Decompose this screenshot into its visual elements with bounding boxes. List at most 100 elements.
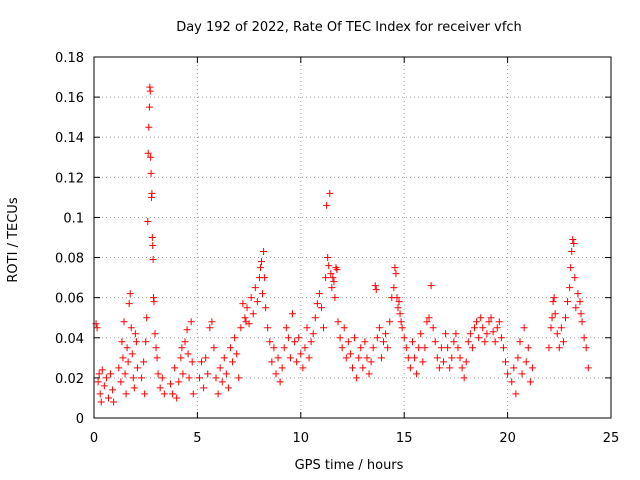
data-point — [127, 324, 135, 332]
data-point — [377, 354, 385, 362]
data-point — [336, 334, 344, 342]
data-point — [152, 344, 160, 352]
data-point — [574, 290, 582, 298]
data-point — [550, 294, 558, 302]
data-point — [413, 370, 421, 378]
data-point — [173, 394, 181, 402]
data-point — [564, 298, 572, 306]
data-point — [415, 344, 423, 352]
data-point — [396, 310, 404, 318]
data-point — [576, 298, 584, 306]
data-point — [175, 378, 183, 386]
y-tick-label: 0.02 — [55, 372, 84, 387]
data-point — [206, 324, 214, 332]
data-point — [216, 364, 224, 372]
data-point — [402, 344, 410, 352]
data-point — [551, 310, 559, 318]
data-point — [167, 380, 175, 388]
data-point — [229, 358, 237, 366]
data-point — [109, 386, 117, 394]
data-point — [450, 338, 458, 346]
data-point — [391, 264, 399, 272]
data-point — [299, 364, 307, 372]
data-point — [200, 384, 208, 392]
data-point — [249, 310, 257, 318]
data-point — [346, 350, 354, 358]
data-point — [578, 318, 586, 326]
chart-title: Day 192 of 2022, Rate Of TEC Index for r… — [176, 20, 522, 35]
data-point — [146, 87, 154, 95]
data-point — [497, 334, 505, 342]
data-point — [177, 354, 185, 362]
data-point — [93, 324, 101, 332]
data-point — [512, 390, 520, 398]
data-point — [495, 318, 503, 326]
data-point — [499, 344, 507, 352]
data-point — [119, 354, 127, 362]
data-point — [179, 370, 187, 378]
data-point — [456, 354, 464, 362]
data-point — [510, 364, 518, 372]
data-point — [303, 324, 311, 332]
data-point — [289, 310, 297, 318]
data-point — [188, 358, 196, 366]
data-point — [245, 320, 253, 328]
data-point — [384, 344, 392, 352]
data-point — [189, 390, 197, 398]
data-point — [464, 338, 472, 346]
data-point — [317, 304, 325, 312]
data-point — [291, 338, 299, 346]
data-point — [301, 344, 309, 352]
data-point — [493, 324, 501, 332]
data-point — [448, 354, 456, 362]
data-point — [214, 390, 222, 398]
data-point — [258, 258, 266, 266]
data-point — [233, 350, 241, 358]
data-point — [344, 338, 352, 346]
data-point — [154, 370, 162, 378]
data-point — [446, 364, 454, 372]
data-point — [120, 318, 128, 326]
data-point — [261, 274, 269, 282]
data-point — [125, 300, 133, 308]
data-point — [110, 398, 118, 406]
data-point — [417, 330, 425, 338]
data-point — [326, 189, 334, 197]
data-point — [373, 334, 381, 342]
data-point — [520, 324, 528, 332]
data-point — [208, 318, 216, 326]
data-point — [293, 358, 301, 366]
data-point — [444, 344, 452, 352]
data-point — [126, 290, 134, 298]
data-point — [386, 318, 394, 326]
y-axis: 0 0.02 0.04 0.06 0.08 0.1 0.12 0.14 0.16 0.18 — [55, 51, 611, 427]
data-point — [408, 338, 416, 346]
data-point — [94, 378, 102, 386]
data-point — [95, 370, 103, 378]
data-point — [104, 394, 112, 402]
data-point — [390, 284, 398, 292]
data-point — [568, 248, 576, 256]
data-point — [204, 370, 212, 378]
data-point — [148, 234, 156, 241]
data-point — [239, 300, 247, 308]
data-points — [92, 83, 592, 406]
data-point — [419, 358, 427, 366]
data-point — [372, 286, 380, 294]
data-point — [143, 314, 151, 322]
data-point — [132, 338, 140, 346]
data-point — [307, 338, 315, 346]
data-point — [528, 364, 536, 372]
data-point — [123, 344, 131, 352]
data-point — [121, 370, 129, 378]
data-point — [502, 358, 510, 366]
data-point — [141, 390, 149, 398]
data-point — [462, 358, 470, 366]
data-point — [481, 338, 489, 346]
data-point — [148, 189, 156, 197]
y-axis-label: ROTI / TECUs — [6, 197, 21, 282]
data-point — [468, 344, 476, 352]
data-point — [133, 364, 141, 372]
data-point — [547, 324, 555, 332]
data-point — [202, 354, 210, 362]
